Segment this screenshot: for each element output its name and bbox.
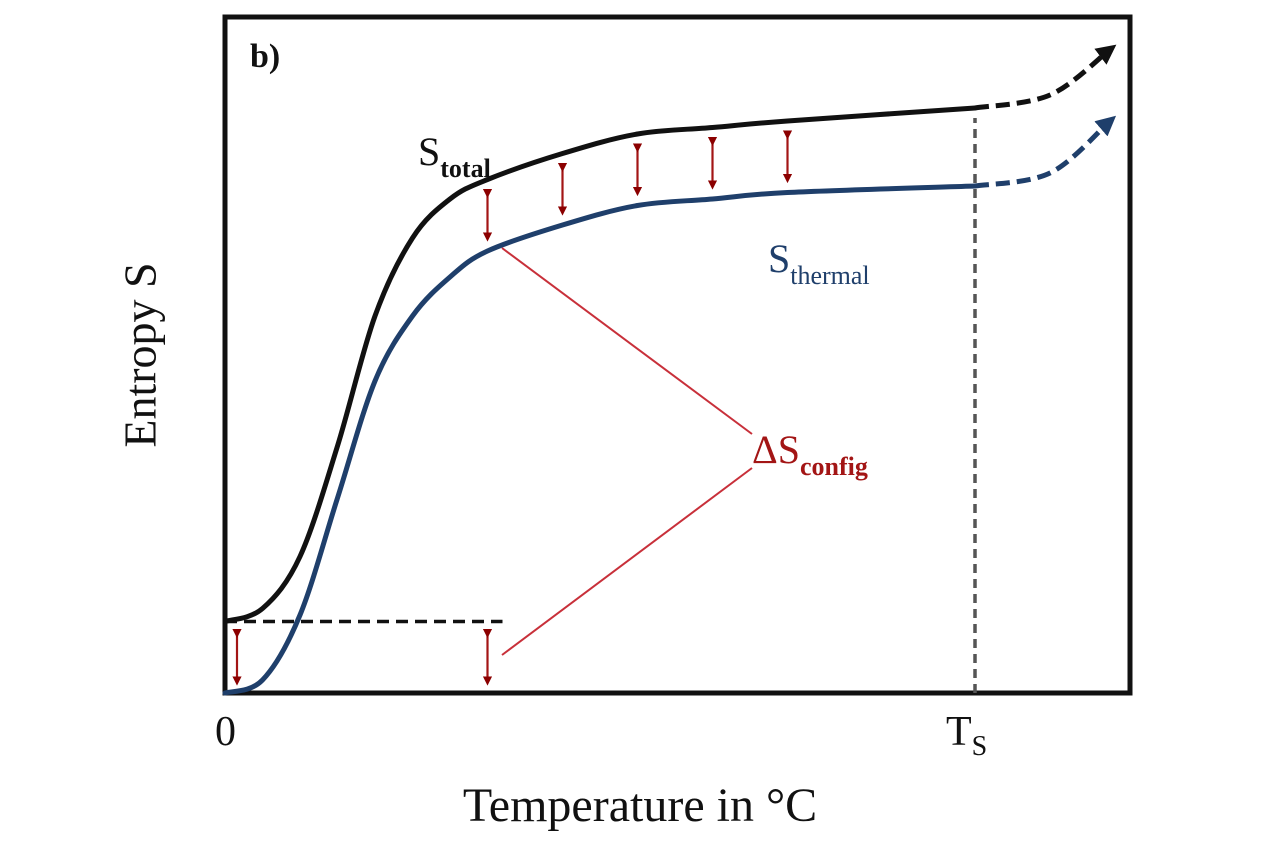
pointer-line-upper [501,247,753,435]
ds-config-main: ΔS [752,427,800,472]
s-thermal-main: S [768,236,791,281]
s-thermal-curve [222,183,978,696]
ds-config-sub: config [799,452,868,481]
s-thermal-extrapolation [974,115,1117,189]
plot-frame [222,14,1133,696]
delta-s-config-label: ΔSconfig [752,426,868,482]
s-total-extrapolation [974,44,1117,111]
s-thermal-sub: thermal [790,261,870,290]
series-label-s-thermal: Sthermal [768,235,870,291]
panel-label: b) [250,38,281,75]
s-total-main: S [418,129,441,174]
y-axis-label: Entropy S [114,262,166,448]
x-tick-ts-main: T [946,709,972,755]
x-tick-ts: TS [946,708,987,763]
x-axis-label: Temperature in °C [462,779,818,832]
series-label-s-total: Stotal [418,128,491,184]
s-total-curve [222,105,978,624]
pointer-line-lower [501,467,753,656]
s-total-sub: total [440,154,491,183]
x-tick-ts-sub: S [971,731,988,762]
x-tick-zero: 0 [215,709,236,755]
